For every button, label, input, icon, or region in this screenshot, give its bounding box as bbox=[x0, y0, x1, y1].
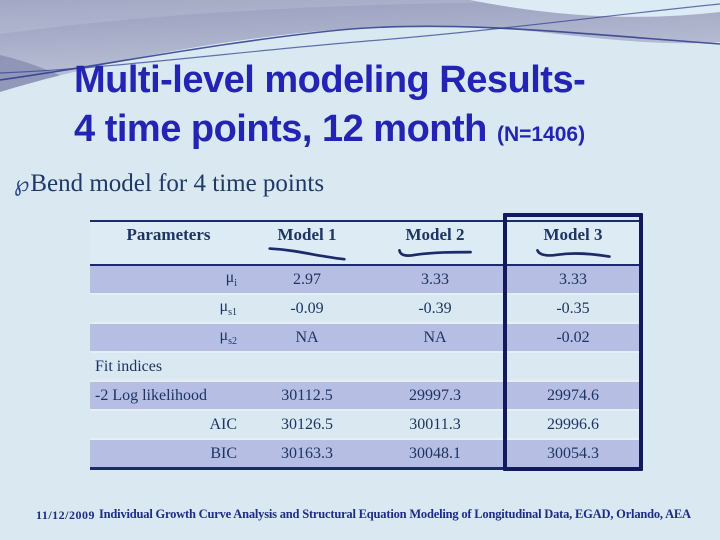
value-cell-model3: -0.35 bbox=[503, 295, 643, 324]
value-cell-model2: 30048.1 bbox=[367, 440, 503, 470]
column-header-model1: Model 1 bbox=[247, 220, 367, 266]
value-cell-model2: -0.39 bbox=[367, 295, 503, 324]
band-highlight-wave bbox=[0, 0, 720, 34]
column-header-model3: Model 3 bbox=[503, 220, 643, 266]
bullet-icon: ℘ bbox=[14, 171, 30, 196]
title-sample-size: (N=1406) bbox=[496, 123, 586, 146]
value-cell-model2: 3.33 bbox=[367, 266, 503, 295]
bullet-text: Bend model for 4 time points bbox=[30, 170, 325, 197]
table-row-mu-s2: μs2 NA NA -0.02 bbox=[90, 324, 643, 353]
results-table: Parameters Model 1 Model 2 bbox=[90, 220, 643, 470]
underline-squiggle-icon bbox=[536, 249, 611, 258]
column-header-model2: Model 2 bbox=[367, 220, 503, 266]
footer-date: 11/12/2009 bbox=[36, 508, 96, 522]
column-header-model1-label: Model 1 bbox=[277, 225, 337, 244]
param-cell: μs2 bbox=[90, 324, 247, 353]
column-header-parameters: Parameters bbox=[90, 220, 247, 266]
value-cell-model1: 30112.5 bbox=[247, 382, 367, 411]
param-cell: μs1 bbox=[90, 295, 247, 324]
table-header-row: Parameters Model 1 Model 2 bbox=[90, 220, 643, 266]
column-header-model3-label: Model 3 bbox=[543, 225, 603, 244]
value-cell-model1: 2.97 bbox=[247, 266, 367, 295]
value-cell-model3: 30054.3 bbox=[503, 440, 643, 470]
title-line2: 4 time points, 12 month (N=1406) bbox=[74, 105, 654, 159]
value-cell-model3: -0.02 bbox=[503, 324, 643, 353]
accent-curve-2 bbox=[0, 3, 720, 74]
value-cell-model1: 30126.5 bbox=[247, 411, 367, 440]
section-label-cell: Fit indices bbox=[90, 353, 247, 382]
value-cell-model3: 29974.6 bbox=[503, 382, 643, 411]
param-cell: μi bbox=[90, 266, 247, 295]
param-cell: BIC bbox=[90, 440, 247, 470]
value-cell-model1: 30163.3 bbox=[247, 440, 367, 470]
value-cell-model1: NA bbox=[247, 324, 367, 353]
slide-title: Multi-level modeling Results- 4 time poi… bbox=[74, 56, 654, 159]
title-line1: Multi-level modeling Results- bbox=[74, 59, 586, 101]
table-row-fit-indices: Fit indices bbox=[90, 353, 643, 382]
param-cell: AIC bbox=[90, 411, 247, 440]
footer-citation: Individual Growth Curve Analysis and Str… bbox=[99, 507, 691, 521]
param-cell: -2 Log likelihood bbox=[90, 382, 247, 411]
background-waves bbox=[0, 0, 720, 150]
top-right-light-wave bbox=[470, 0, 720, 17]
value-cell-model2: 29997.3 bbox=[367, 382, 503, 411]
results-table-wrap: Parameters Model 1 Model 2 bbox=[90, 213, 643, 475]
value-cell-model3: 29996.6 bbox=[503, 411, 643, 440]
title-line2-text: 4 time points, 12 month bbox=[74, 108, 487, 150]
value-cell-model2: 30011.3 bbox=[367, 411, 503, 440]
underline-squiggle-icon bbox=[398, 249, 472, 257]
column-header-model2-label: Model 2 bbox=[405, 225, 465, 244]
table-row-mu-s1: μs1 -0.09 -0.39 -0.35 bbox=[90, 295, 643, 324]
value-cell-model2 bbox=[367, 353, 503, 382]
value-cell-model3 bbox=[503, 353, 643, 382]
underline-squiggle-icon bbox=[268, 247, 346, 261]
table-row-bic: BIC 30163.3 30048.1 30054.3 bbox=[90, 440, 643, 470]
value-cell-model1 bbox=[247, 353, 367, 382]
value-cell-model1: -0.09 bbox=[247, 295, 367, 324]
table-row-aic: AIC 30126.5 30011.3 29996.6 bbox=[90, 411, 643, 440]
bullet-item: ℘Bend model for 4 time points bbox=[14, 170, 324, 198]
value-cell-model2: NA bbox=[367, 324, 503, 353]
table-row-log-likelihood: -2 Log likelihood 30112.5 29997.3 29974.… bbox=[90, 382, 643, 411]
accent-curve-1 bbox=[0, 25, 720, 81]
value-cell-model3: 3.33 bbox=[503, 266, 643, 295]
table-row-mu-i: μi 2.97 3.33 3.33 bbox=[90, 266, 643, 295]
main-light-wave bbox=[0, 25, 720, 150]
